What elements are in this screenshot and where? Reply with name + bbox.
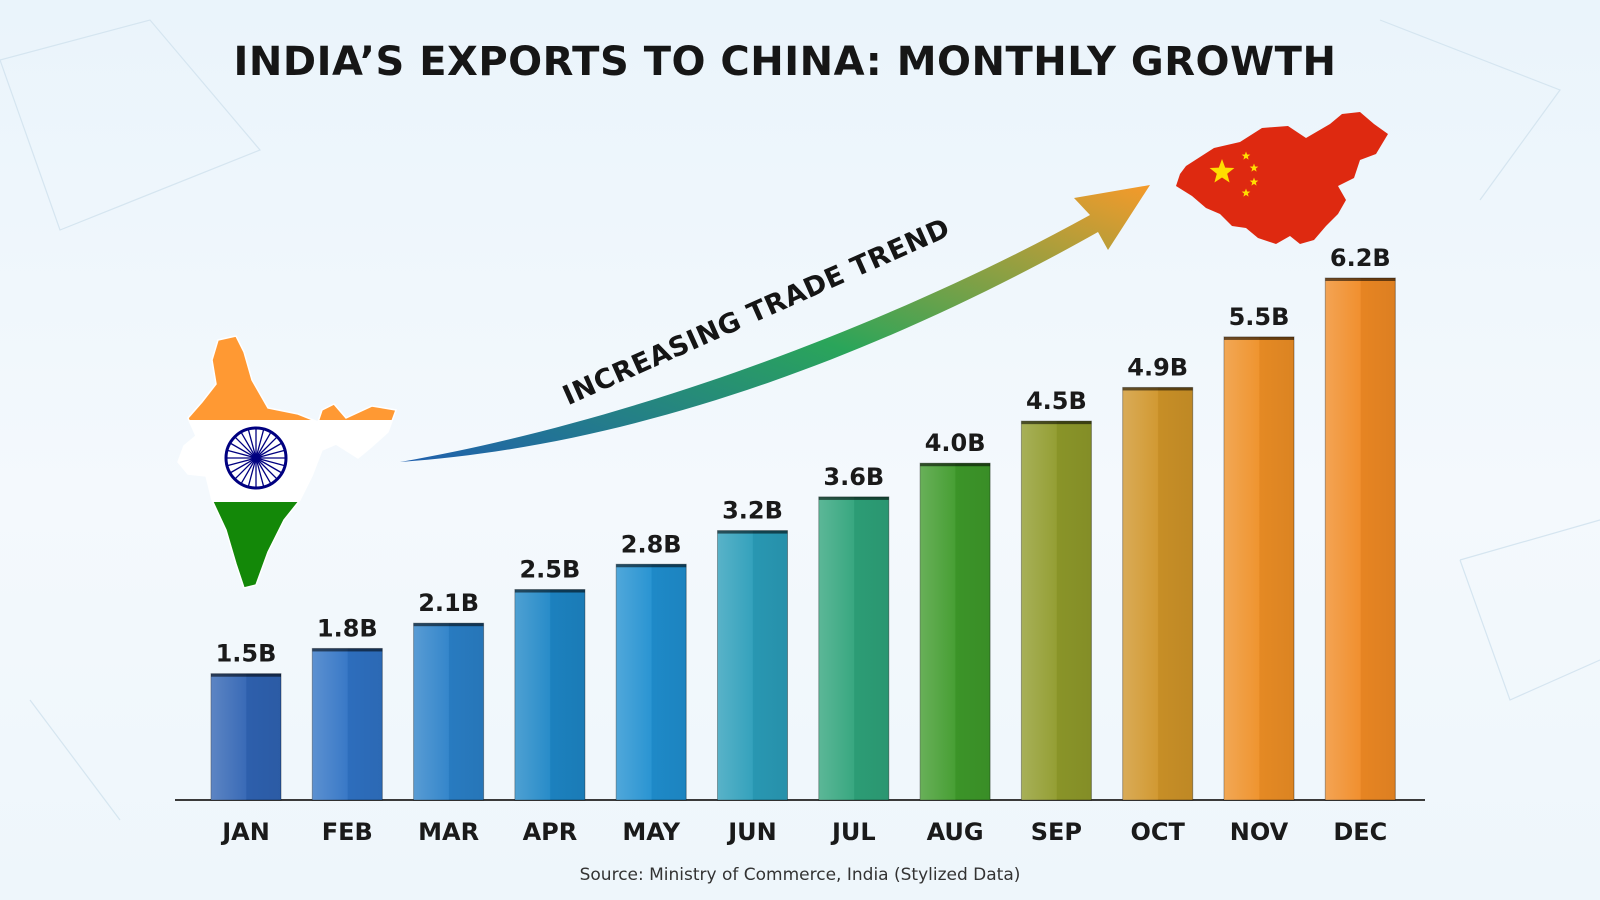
chakra-spoke	[255, 449, 286, 459]
x-tick-feb: FEB	[322, 818, 373, 846]
data-label-jul: 3.6B	[823, 463, 884, 491]
bar-shine	[717, 530, 788, 800]
bar-apr	[514, 589, 586, 801]
x-tick-aug: AUG	[927, 818, 984, 846]
chakra-spoke	[255, 457, 272, 485]
data-label-dec: 6.2B	[1330, 244, 1391, 272]
bar-shine	[312, 648, 383, 800]
chakra-spoke	[226, 449, 257, 459]
star-icon	[1249, 177, 1259, 186]
china-map-icon	[1176, 112, 1388, 244]
star-icon	[1241, 151, 1251, 160]
bar-cap	[514, 589, 585, 593]
chakra-spoke	[255, 442, 283, 459]
x-tick-jul: JUL	[830, 818, 876, 846]
x-tick-jan: JAN	[220, 818, 270, 846]
star-icon	[1249, 163, 1259, 172]
bar-sep	[1020, 420, 1092, 801]
bar-jul	[818, 496, 890, 801]
data-label-apr: 2.5B	[519, 556, 580, 584]
bars-layer	[210, 277, 1396, 801]
bar-jun	[717, 530, 788, 801]
star-icon	[1241, 188, 1251, 197]
china-flag-stars	[1209, 151, 1259, 197]
bar-shine	[514, 589, 585, 800]
bar-shine	[920, 463, 991, 800]
data-label-jun: 3.2B	[722, 497, 783, 525]
chakra-spoke	[229, 442, 257, 459]
bar-cap	[413, 623, 484, 627]
x-tick-mar: MAR	[418, 818, 479, 846]
bar-oct	[1122, 386, 1194, 801]
chakra-spoke	[240, 457, 257, 485]
bar-mar	[413, 622, 485, 801]
star-icon	[1209, 159, 1235, 183]
chakra-spoke	[255, 436, 278, 459]
chakra-spoke	[247, 457, 257, 488]
x-tick-oct: OCT	[1131, 818, 1186, 846]
bar-shine	[1021, 421, 1092, 800]
bar-cap	[1325, 278, 1396, 281]
bar-nov	[1223, 336, 1295, 801]
data-label-jan: 1.5B	[216, 640, 277, 668]
bar-feb	[311, 647, 383, 801]
chakra-spoke	[255, 457, 283, 474]
data-label-mar: 2.1B	[418, 589, 479, 617]
bar-shine	[616, 564, 687, 800]
chakra-spoke	[247, 428, 257, 459]
chart-title: INDIA’S EXPORTS TO CHINA: MONTHLY GROWTH	[234, 39, 1337, 85]
data-label-aug: 4.0B	[925, 429, 986, 457]
bar-cap	[616, 564, 687, 568]
data-label-feb: 1.8B	[317, 614, 378, 642]
bar-shine	[1325, 278, 1396, 800]
data-label-sep: 4.5B	[1026, 387, 1087, 415]
x-tick-nov: NOV	[1230, 818, 1289, 846]
chakra-spoke	[255, 457, 265, 488]
x-tick-jun: JUN	[726, 818, 777, 846]
chakra-spoke	[255, 431, 272, 459]
chakra-spoke	[234, 436, 257, 459]
data-label-may: 2.8B	[621, 530, 682, 558]
chakra-spoke	[255, 457, 286, 467]
bar-cap	[717, 530, 788, 534]
bar-may	[615, 563, 687, 801]
chakra-spoke	[240, 431, 257, 459]
bar-cap	[211, 673, 281, 677]
x-tick-dec: DEC	[1333, 818, 1387, 846]
bar-cap	[1224, 336, 1294, 340]
bar-cap	[1122, 387, 1193, 391]
trend-arrow	[400, 185, 1150, 462]
x-tick-sep: SEP	[1031, 818, 1082, 846]
bar-cap	[312, 648, 383, 652]
bar-cap	[1021, 421, 1092, 425]
chakra-spoke	[234, 457, 257, 480]
data-label-oct: 4.9B	[1127, 353, 1188, 381]
bar-cap	[920, 463, 991, 467]
bar-shine	[211, 673, 281, 800]
bar-cap	[818, 496, 889, 500]
x-tick-apr: APR	[523, 818, 578, 846]
chakra-spoke	[226, 457, 257, 467]
x-tick-may: MAY	[622, 818, 680, 846]
bar-aug	[919, 462, 991, 801]
data-label-nov: 5.5B	[1229, 303, 1290, 331]
bar-shine	[1122, 387, 1193, 800]
chakra-spoke	[229, 457, 257, 474]
chakra-hub	[252, 454, 260, 462]
india-map-icon	[177, 335, 398, 589]
ashoka-chakra-icon	[224, 426, 288, 490]
bar-shine	[1224, 336, 1294, 800]
x-tick-labels-layer: JAN FEB MAR APR MAY JUN JUL AUG SEP OCT NOV DEC	[220, 818, 1387, 846]
bar-shine	[413, 623, 484, 800]
value-labels-layer: 1.5B 1.8B 2.1B 2.5B 2.8B 3.2B 3.6B 4.0B 4.5B 4.9B…	[216, 244, 1391, 668]
chakra-spoke	[255, 457, 278, 480]
bar-shine	[818, 496, 889, 800]
source-note: Source: Ministry of Commerce, India (Sty…	[580, 865, 1021, 885]
background-pattern	[0, 19, 1600, 821]
bar-jan	[210, 673, 282, 801]
bar-dec	[1324, 277, 1396, 801]
chakra-spoke	[255, 428, 265, 459]
